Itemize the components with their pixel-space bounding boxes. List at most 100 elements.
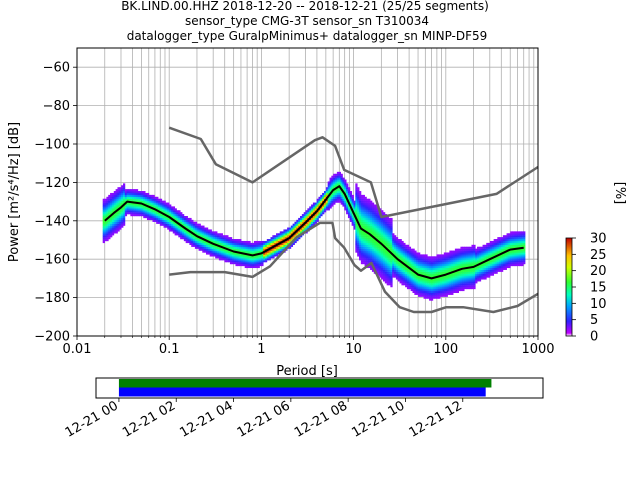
density-cell [388, 239, 391, 242]
density-cell [377, 233, 380, 236]
density-cell [357, 196, 360, 199]
density-cell [222, 240, 225, 244]
density-cell [406, 285, 410, 288]
density-cell [349, 214, 353, 217]
density-cell [521, 260, 524, 263]
density-cell [115, 227, 118, 230]
density-cell [469, 279, 472, 282]
density-cell [427, 294, 430, 297]
density-cell [239, 262, 242, 265]
density-cell [493, 240, 496, 244]
density-cell [108, 210, 111, 213]
density-cell [445, 294, 448, 297]
density-cell [425, 290, 428, 293]
density-cell [263, 254, 266, 257]
density-cell [218, 258, 222, 261]
density-cell [373, 229, 377, 232]
availability-tick-label: 12-21 12 [407, 398, 465, 440]
density-cell [102, 221, 105, 224]
density-cell [499, 254, 502, 257]
density-cell [146, 202, 150, 205]
density-cell [233, 262, 236, 265]
density-cell [170, 223, 174, 226]
density-cell [316, 202, 319, 205]
density-cell [427, 256, 430, 259]
density-cell [458, 279, 461, 282]
density-cell [202, 244, 205, 247]
density-cell [233, 244, 236, 247]
density-cell [471, 267, 474, 270]
density-cell [451, 264, 454, 267]
density-cell [390, 223, 393, 226]
density-cell [178, 216, 181, 219]
density-cell [423, 294, 426, 297]
density-cell [434, 273, 437, 276]
density-cell [390, 219, 393, 222]
density-cell [108, 223, 111, 226]
density-cell [384, 242, 388, 245]
density-cell [181, 229, 185, 232]
density-cell [484, 256, 487, 259]
density-cell [371, 208, 375, 211]
density-cell [364, 250, 367, 253]
density-cell [121, 185, 124, 188]
density-cell [375, 262, 378, 265]
density-cell [325, 208, 329, 211]
density-cell [300, 219, 303, 222]
density-cell [401, 260, 404, 263]
density-cell [196, 244, 199, 247]
density-cell [357, 231, 360, 234]
density-cell [294, 225, 297, 228]
density-cell [508, 260, 511, 263]
density-cell [130, 212, 133, 215]
density-cell [359, 219, 362, 222]
density-cell [497, 269, 500, 272]
density-cell [438, 283, 441, 286]
density-cell [298, 223, 301, 226]
density-cell [132, 212, 135, 215]
density-cell [467, 256, 471, 259]
density-cell [253, 252, 257, 255]
density-cell [180, 216, 183, 219]
density-cell [360, 262, 364, 265]
density-cell [169, 223, 172, 226]
density-cell [141, 204, 144, 207]
density-cell [366, 244, 369, 247]
density-cell [102, 227, 105, 230]
density-cell [493, 262, 496, 265]
density-cell [379, 265, 382, 269]
density-cell [384, 240, 388, 244]
density-cell [124, 204, 128, 207]
density-cell [467, 267, 471, 270]
density-cell [355, 246, 358, 249]
density-cell [344, 202, 347, 205]
density-cell [379, 233, 382, 236]
density-cell [432, 264, 436, 267]
density-cell [506, 256, 509, 259]
density-cell [501, 264, 504, 267]
density-cell [355, 202, 358, 205]
density-cell [209, 242, 212, 245]
density-cell [202, 227, 205, 230]
density-cell [377, 219, 380, 222]
density-cell [325, 200, 329, 203]
density-cell [110, 221, 113, 224]
density-cell [134, 196, 137, 199]
density-cell [159, 210, 163, 213]
density-cell [132, 192, 135, 196]
density-cell [373, 212, 377, 215]
density-cell [419, 283, 423, 286]
density-cell [458, 285, 461, 288]
density-cell [406, 267, 410, 270]
density-cell [464, 250, 467, 253]
density-cell [104, 223, 107, 226]
density-cell [252, 252, 255, 255]
density-cell [113, 223, 117, 226]
density-cell [412, 288, 415, 292]
density-cell [469, 252, 472, 255]
density-cell [395, 273, 399, 276]
density-cell [235, 239, 238, 242]
density-cell [163, 206, 166, 209]
density-cell [368, 217, 371, 221]
density-cell [434, 283, 437, 286]
